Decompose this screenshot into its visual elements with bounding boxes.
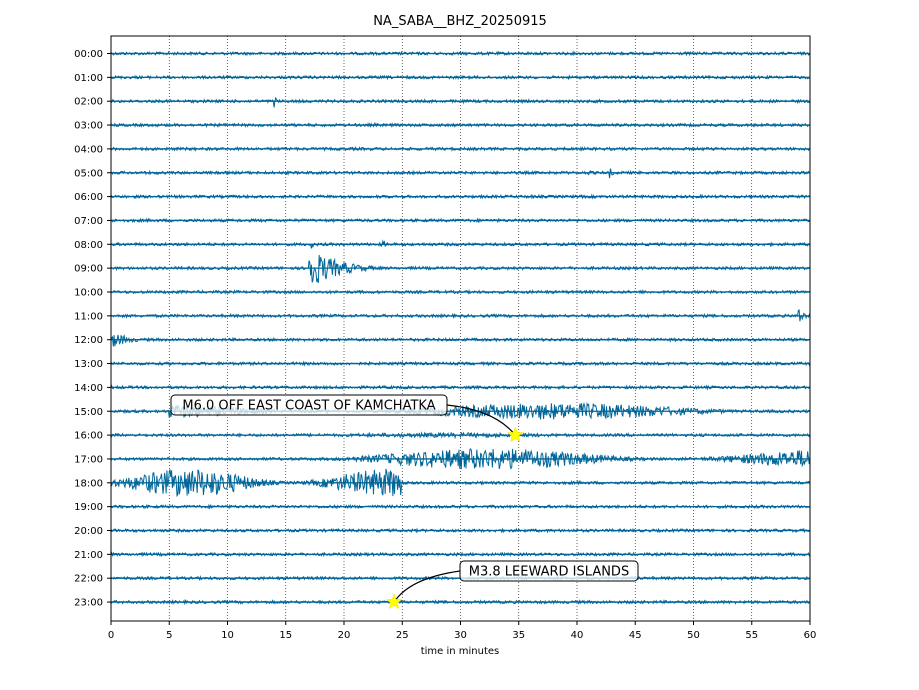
y-tick-label: 05:00 bbox=[74, 168, 103, 179]
y-tick-label: 13:00 bbox=[74, 359, 103, 370]
y-tick-label: 12:00 bbox=[74, 335, 103, 346]
x-tick-label: 10 bbox=[221, 630, 234, 641]
trace-line bbox=[110, 96, 811, 108]
x-tick-label: 60 bbox=[804, 630, 817, 641]
y-tick-label: 16:00 bbox=[74, 431, 103, 442]
x-tick-label: 0 bbox=[108, 630, 114, 641]
y-tick-label: 23:00 bbox=[74, 598, 103, 609]
y-tick-label: 22:00 bbox=[74, 574, 103, 585]
x-axis-label: time in minutes bbox=[421, 646, 500, 657]
y-tick-label: 08:00 bbox=[74, 240, 103, 251]
annotation-label: M3.8 LEEWARD ISLANDS bbox=[469, 565, 629, 580]
annotation-arrow bbox=[393, 570, 461, 603]
x-tick-label: 25 bbox=[396, 630, 409, 641]
x-tick-label: 50 bbox=[687, 630, 700, 641]
chart-title: NA_SABA__BHZ_20250915 bbox=[373, 14, 547, 29]
y-tick-label: 04:00 bbox=[74, 144, 103, 155]
trace-line bbox=[110, 431, 811, 440]
x-tick-label: 35 bbox=[512, 630, 525, 641]
trace-line bbox=[110, 447, 811, 470]
annotation-arrow bbox=[446, 404, 516, 436]
annotations: M6.0 OFF EAST COAST OF KAMCHATKA M3.8 LEE… bbox=[170, 394, 639, 610]
y-tick-label: 07:00 bbox=[74, 216, 103, 227]
grid-lines bbox=[168, 36, 753, 621]
traces bbox=[110, 50, 811, 607]
annotation-label: M6.0 OFF EAST COAST OF KAMCHATKA bbox=[182, 399, 435, 414]
y-axis-ticks: 00:00 01:00 02:00 03:00 04:00 05:00 06:00 07:00… bbox=[74, 49, 111, 609]
y-tick-label: 11:00 bbox=[74, 311, 103, 322]
event-star-marker bbox=[385, 593, 403, 610]
y-tick-label: 14:00 bbox=[74, 383, 103, 394]
y-tick-label: 02:00 bbox=[74, 97, 103, 108]
x-tick-label: 45 bbox=[629, 630, 642, 641]
event-star-marker bbox=[506, 426, 524, 443]
x-tick-label: 30 bbox=[454, 630, 467, 641]
x-axis-ticks: 0 5 10 15 20 25 30 35 40 45 50 55 60 bbox=[108, 621, 817, 641]
y-tick-label: 19:00 bbox=[74, 502, 103, 513]
y-tick-label: 06:00 bbox=[74, 192, 103, 203]
annotation-box bbox=[170, 394, 448, 416]
y-tick-label: 21:00 bbox=[74, 550, 103, 561]
y-tick-label: 09:00 bbox=[74, 264, 103, 275]
y-tick-label: 01:00 bbox=[74, 73, 103, 84]
y-tick-label: 00:00 bbox=[74, 49, 103, 60]
y-tick-label: 18:00 bbox=[74, 478, 103, 489]
x-tick-label: 55 bbox=[745, 630, 758, 641]
annotation-box bbox=[459, 560, 639, 582]
y-tick-label: 03:00 bbox=[74, 121, 103, 132]
trace-line bbox=[110, 255, 811, 283]
y-tick-label: 10:00 bbox=[74, 288, 103, 299]
x-tick-label: 40 bbox=[571, 630, 584, 641]
x-tick-label: 15 bbox=[279, 630, 292, 641]
x-tick-label: 20 bbox=[338, 630, 351, 641]
x-tick-label: 5 bbox=[166, 630, 172, 641]
y-tick-label: 15:00 bbox=[74, 407, 103, 418]
y-tick-label: 20:00 bbox=[74, 526, 103, 537]
y-tick-label: 17:00 bbox=[74, 454, 103, 465]
